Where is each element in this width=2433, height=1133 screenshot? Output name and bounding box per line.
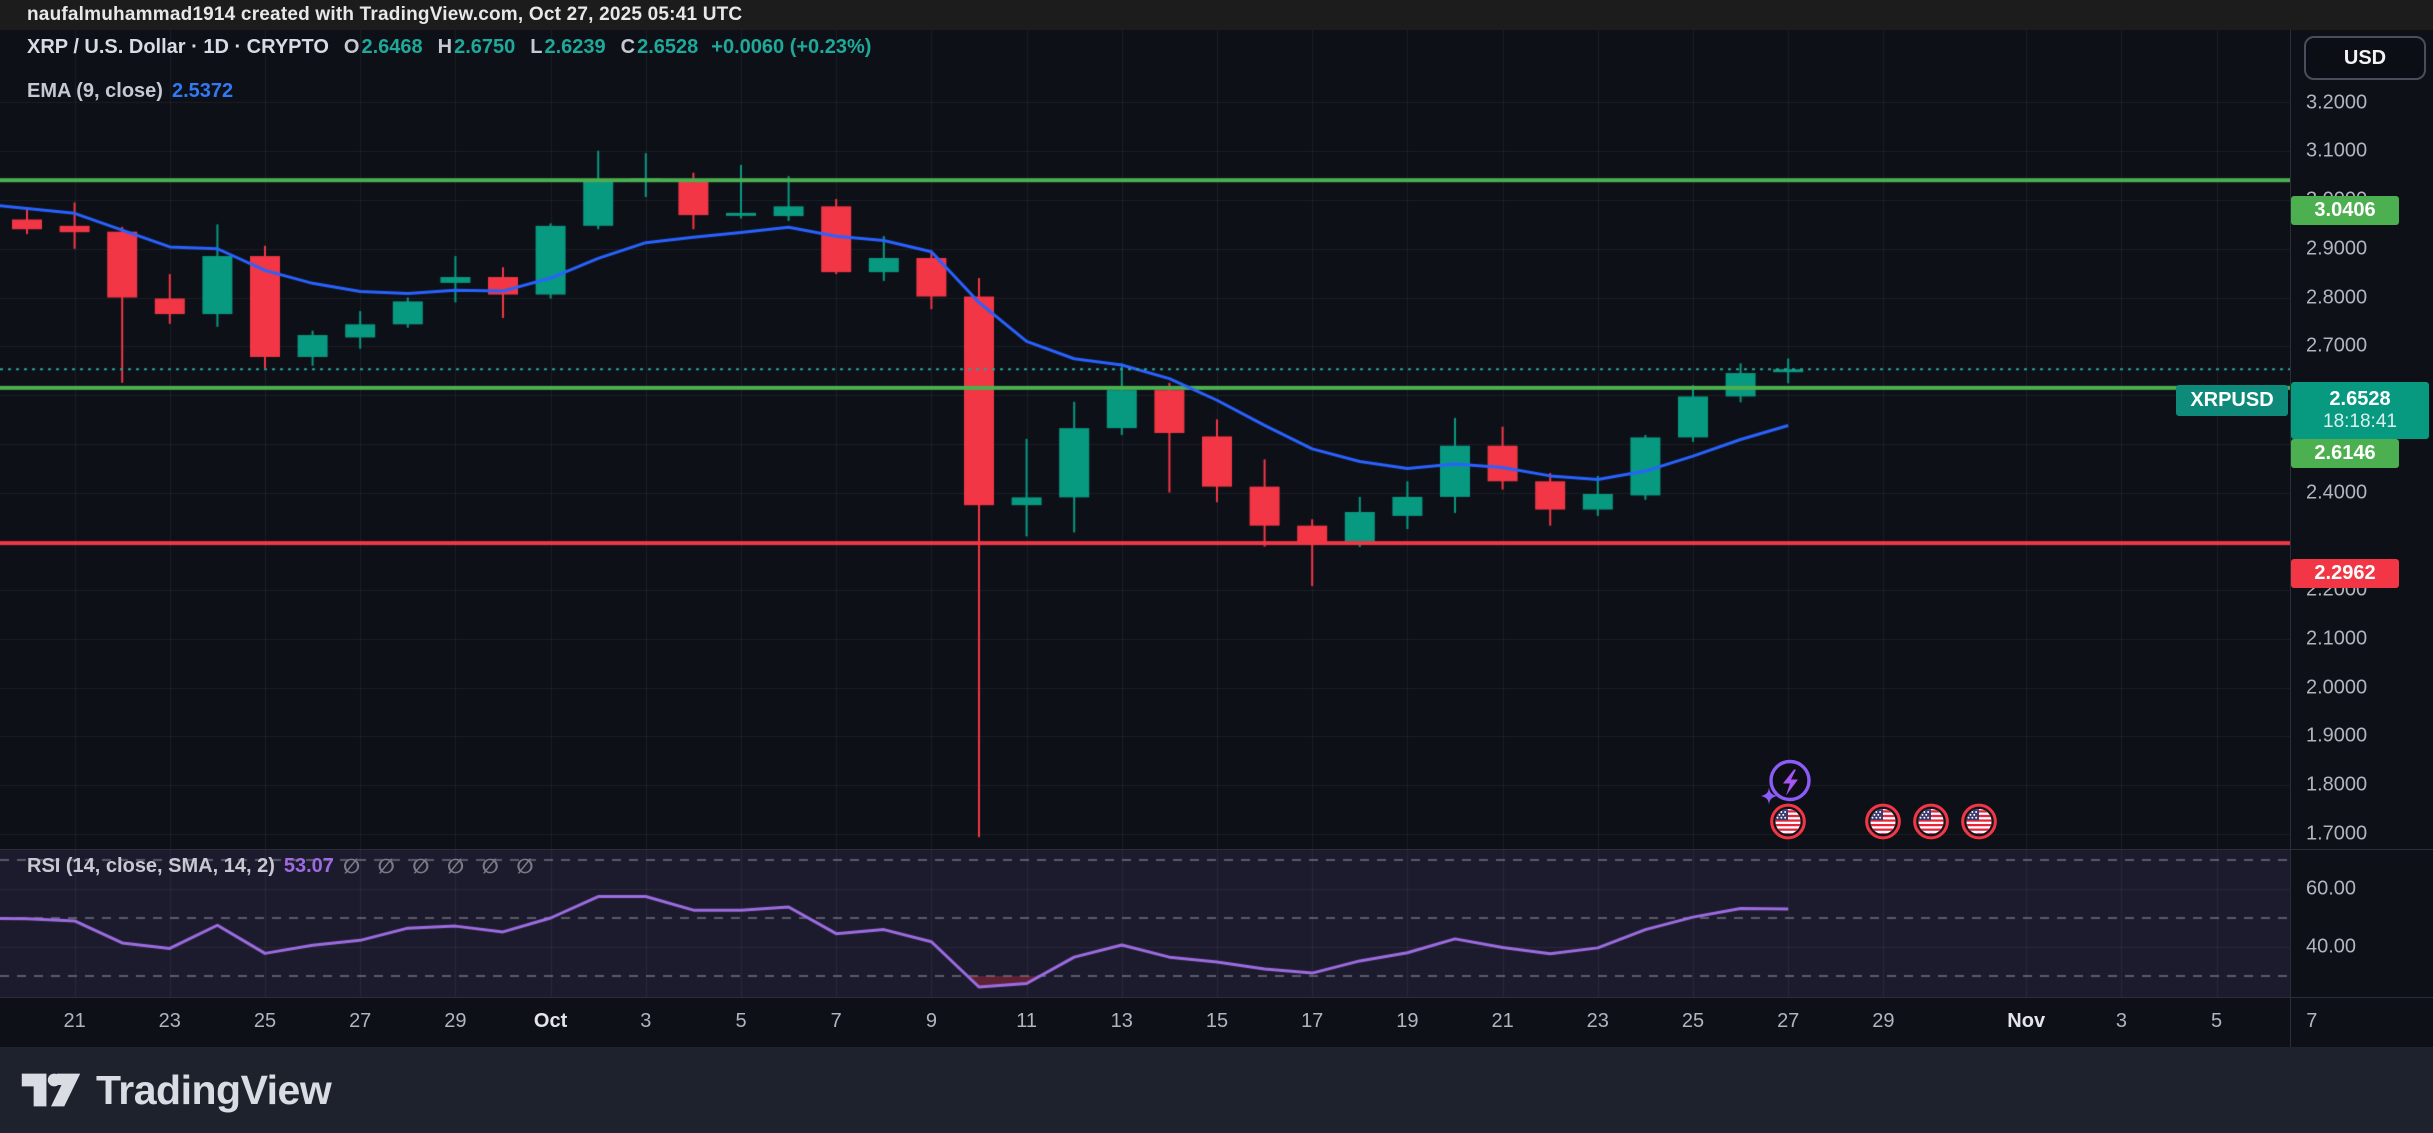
time-axis-label: 25 bbox=[253, 1010, 277, 1032]
time-axis-label: 29 bbox=[444, 1010, 467, 1032]
time-axis-label: 5 bbox=[2211, 1010, 2223, 1032]
rsi-empty-slots: ∅ ∅ ∅ ∅ ∅ ∅ bbox=[342, 856, 540, 878]
mid-support-price-badge: 2.6146 bbox=[2291, 439, 2399, 468]
price-axis[interactable]: 3.20003.10003.00002.90002.80002.70002.50… bbox=[2291, 30, 2433, 997]
price-axis-label: 1.7000 bbox=[2306, 822, 2368, 845]
ema-value: 2.5372 bbox=[171, 80, 234, 102]
currency-toggle-label: USD bbox=[2343, 46, 2387, 69]
time-axis-label: 7 bbox=[830, 1010, 842, 1032]
time-axis-label: 3 bbox=[640, 1010, 652, 1032]
price-axis-separator bbox=[2290, 30, 2291, 1047]
tradingview-logo-icon bbox=[21, 1073, 81, 1107]
rsi-pane-canvas[interactable] bbox=[0, 850, 2290, 997]
tradingview-logo[interactable]: TradingView bbox=[20, 1066, 332, 1114]
time-axis-label: 15 bbox=[1205, 1010, 1229, 1032]
time-axis-label: Oct bbox=[533, 1010, 568, 1032]
currency-toggle-button[interactable]: USD bbox=[2304, 36, 2426, 80]
price-axis-label: 2.0000 bbox=[2306, 676, 2368, 698]
price-axis-label: 3.2000 bbox=[2306, 91, 2368, 113]
us-flag-icon[interactable] bbox=[1769, 803, 1807, 846]
time-axis-label: 27 bbox=[349, 1010, 372, 1032]
price-axis-label: 1.8000 bbox=[2306, 773, 2368, 796]
symbol-price-label-badge: XRPUSD bbox=[2176, 385, 2288, 416]
time-axis-label: 11 bbox=[1016, 1010, 1037, 1032]
time-axis-label: 25 bbox=[1681, 1010, 1705, 1032]
attribution-text: naufalmuhammad1914 created with TradingV… bbox=[27, 4, 743, 25]
time-axis-label: 13 bbox=[1110, 1010, 1133, 1032]
tradingview-wordmark: TradingView bbox=[96, 1066, 332, 1113]
rsi-legend[interactable]: RSI (14, close, SMA, 14, 2) 53.07 ∅ ∅ ∅ … bbox=[27, 854, 540, 879]
attribution-bar: naufalmuhammad1914 created with TradingV… bbox=[0, 0, 2433, 31]
time-axis-separator bbox=[0, 997, 2433, 998]
time-axis-label: 17 bbox=[1301, 1010, 1324, 1032]
rsi-axis-label: 40.00 bbox=[2306, 935, 2357, 958]
rsi-axis-label: 60.00 bbox=[2306, 877, 2357, 900]
lightning-icon[interactable] bbox=[1758, 758, 1814, 815]
us-flag-icon[interactable] bbox=[1960, 803, 1998, 846]
time-axis-label: 5 bbox=[735, 1010, 747, 1032]
time-axis-label: 9 bbox=[925, 1010, 937, 1032]
rsi-label: RSI (14, close, SMA, 14, 2) bbox=[27, 855, 275, 877]
ema-legend[interactable]: EMA (9, close) 2.5372 bbox=[27, 80, 233, 103]
time-axis-label: 19 bbox=[1396, 1010, 1419, 1032]
high-value: 2.6750 bbox=[454, 36, 516, 58]
time-axis[interactable]: 21 23 25 27 29 Oct 3 5 7 9 11 13 15 17 19 21 23 25 27 29 Nov… bbox=[0, 998, 2433, 1047]
time-axis-label: 21 bbox=[1491, 1010, 1514, 1032]
change-value: +0.0060 (+0.23%) bbox=[711, 36, 872, 58]
ema-label: EMA (9, close) bbox=[27, 80, 163, 102]
time-axis-label: 21 bbox=[63, 1010, 86, 1032]
rsi-value: 53.07 bbox=[283, 855, 334, 877]
price-axis-label: 3.1000 bbox=[2306, 139, 2368, 162]
us-flag-icon[interactable] bbox=[1864, 803, 1902, 846]
close-value: 2.6528 bbox=[637, 36, 699, 58]
us-flag-icon[interactable] bbox=[1912, 803, 1950, 846]
last-price-badge: 2.6528 18:18:41 bbox=[2291, 382, 2429, 439]
symbol-title: XRP / U.S. Dollar · 1D · CRYPTO bbox=[27, 36, 329, 58]
price-axis-label: 2.1000 bbox=[2306, 627, 2368, 650]
high-label: H bbox=[437, 36, 453, 58]
price-axis-label: 1.9000 bbox=[2306, 724, 2368, 747]
pane-divider[interactable] bbox=[0, 849, 2433, 850]
support-price-badge: 2.2962 bbox=[2291, 559, 2399, 588]
time-axis-label: 29 bbox=[1872, 1010, 1895, 1032]
resistance-price-badge: 3.0406 bbox=[2291, 196, 2399, 225]
open-label: O bbox=[343, 36, 360, 58]
price-axis-label: 2.7000 bbox=[2306, 334, 2368, 357]
price-axis-label: 2.9000 bbox=[2306, 237, 2368, 260]
bottom-banner: TradingView bbox=[0, 1047, 2433, 1133]
time-axis-label: 23 bbox=[1586, 1010, 1609, 1032]
price-pane-canvas[interactable] bbox=[0, 30, 2290, 850]
symbol-legend[interactable]: XRP / U.S. Dollar · 1D · CRYPTO O 2.6468 … bbox=[27, 36, 871, 59]
event-markers-layer bbox=[0, 30, 2290, 850]
open-value: 2.6468 bbox=[361, 36, 423, 58]
bar-countdown: 18:18:41 bbox=[2323, 411, 2397, 433]
time-axis-label: 7 bbox=[2306, 1010, 2318, 1032]
time-axis-label: 23 bbox=[158, 1010, 181, 1032]
last-price-value: 2.6528 bbox=[2329, 388, 2391, 411]
price-axis-label: 2.4000 bbox=[2306, 481, 2368, 503]
chart-area: XRP / U.S. Dollar · 1D · CRYPTO O 2.6468 … bbox=[0, 30, 2433, 1047]
time-axis-label: Nov bbox=[2007, 1010, 2046, 1032]
low-value: 2.6239 bbox=[544, 36, 606, 58]
low-label: L bbox=[530, 36, 543, 58]
time-axis-label: 3 bbox=[2115, 1010, 2127, 1032]
close-label: C bbox=[620, 36, 636, 58]
time-axis-label: 27 bbox=[1777, 1010, 1800, 1032]
price-axis-label: 2.8000 bbox=[2306, 286, 2368, 308]
